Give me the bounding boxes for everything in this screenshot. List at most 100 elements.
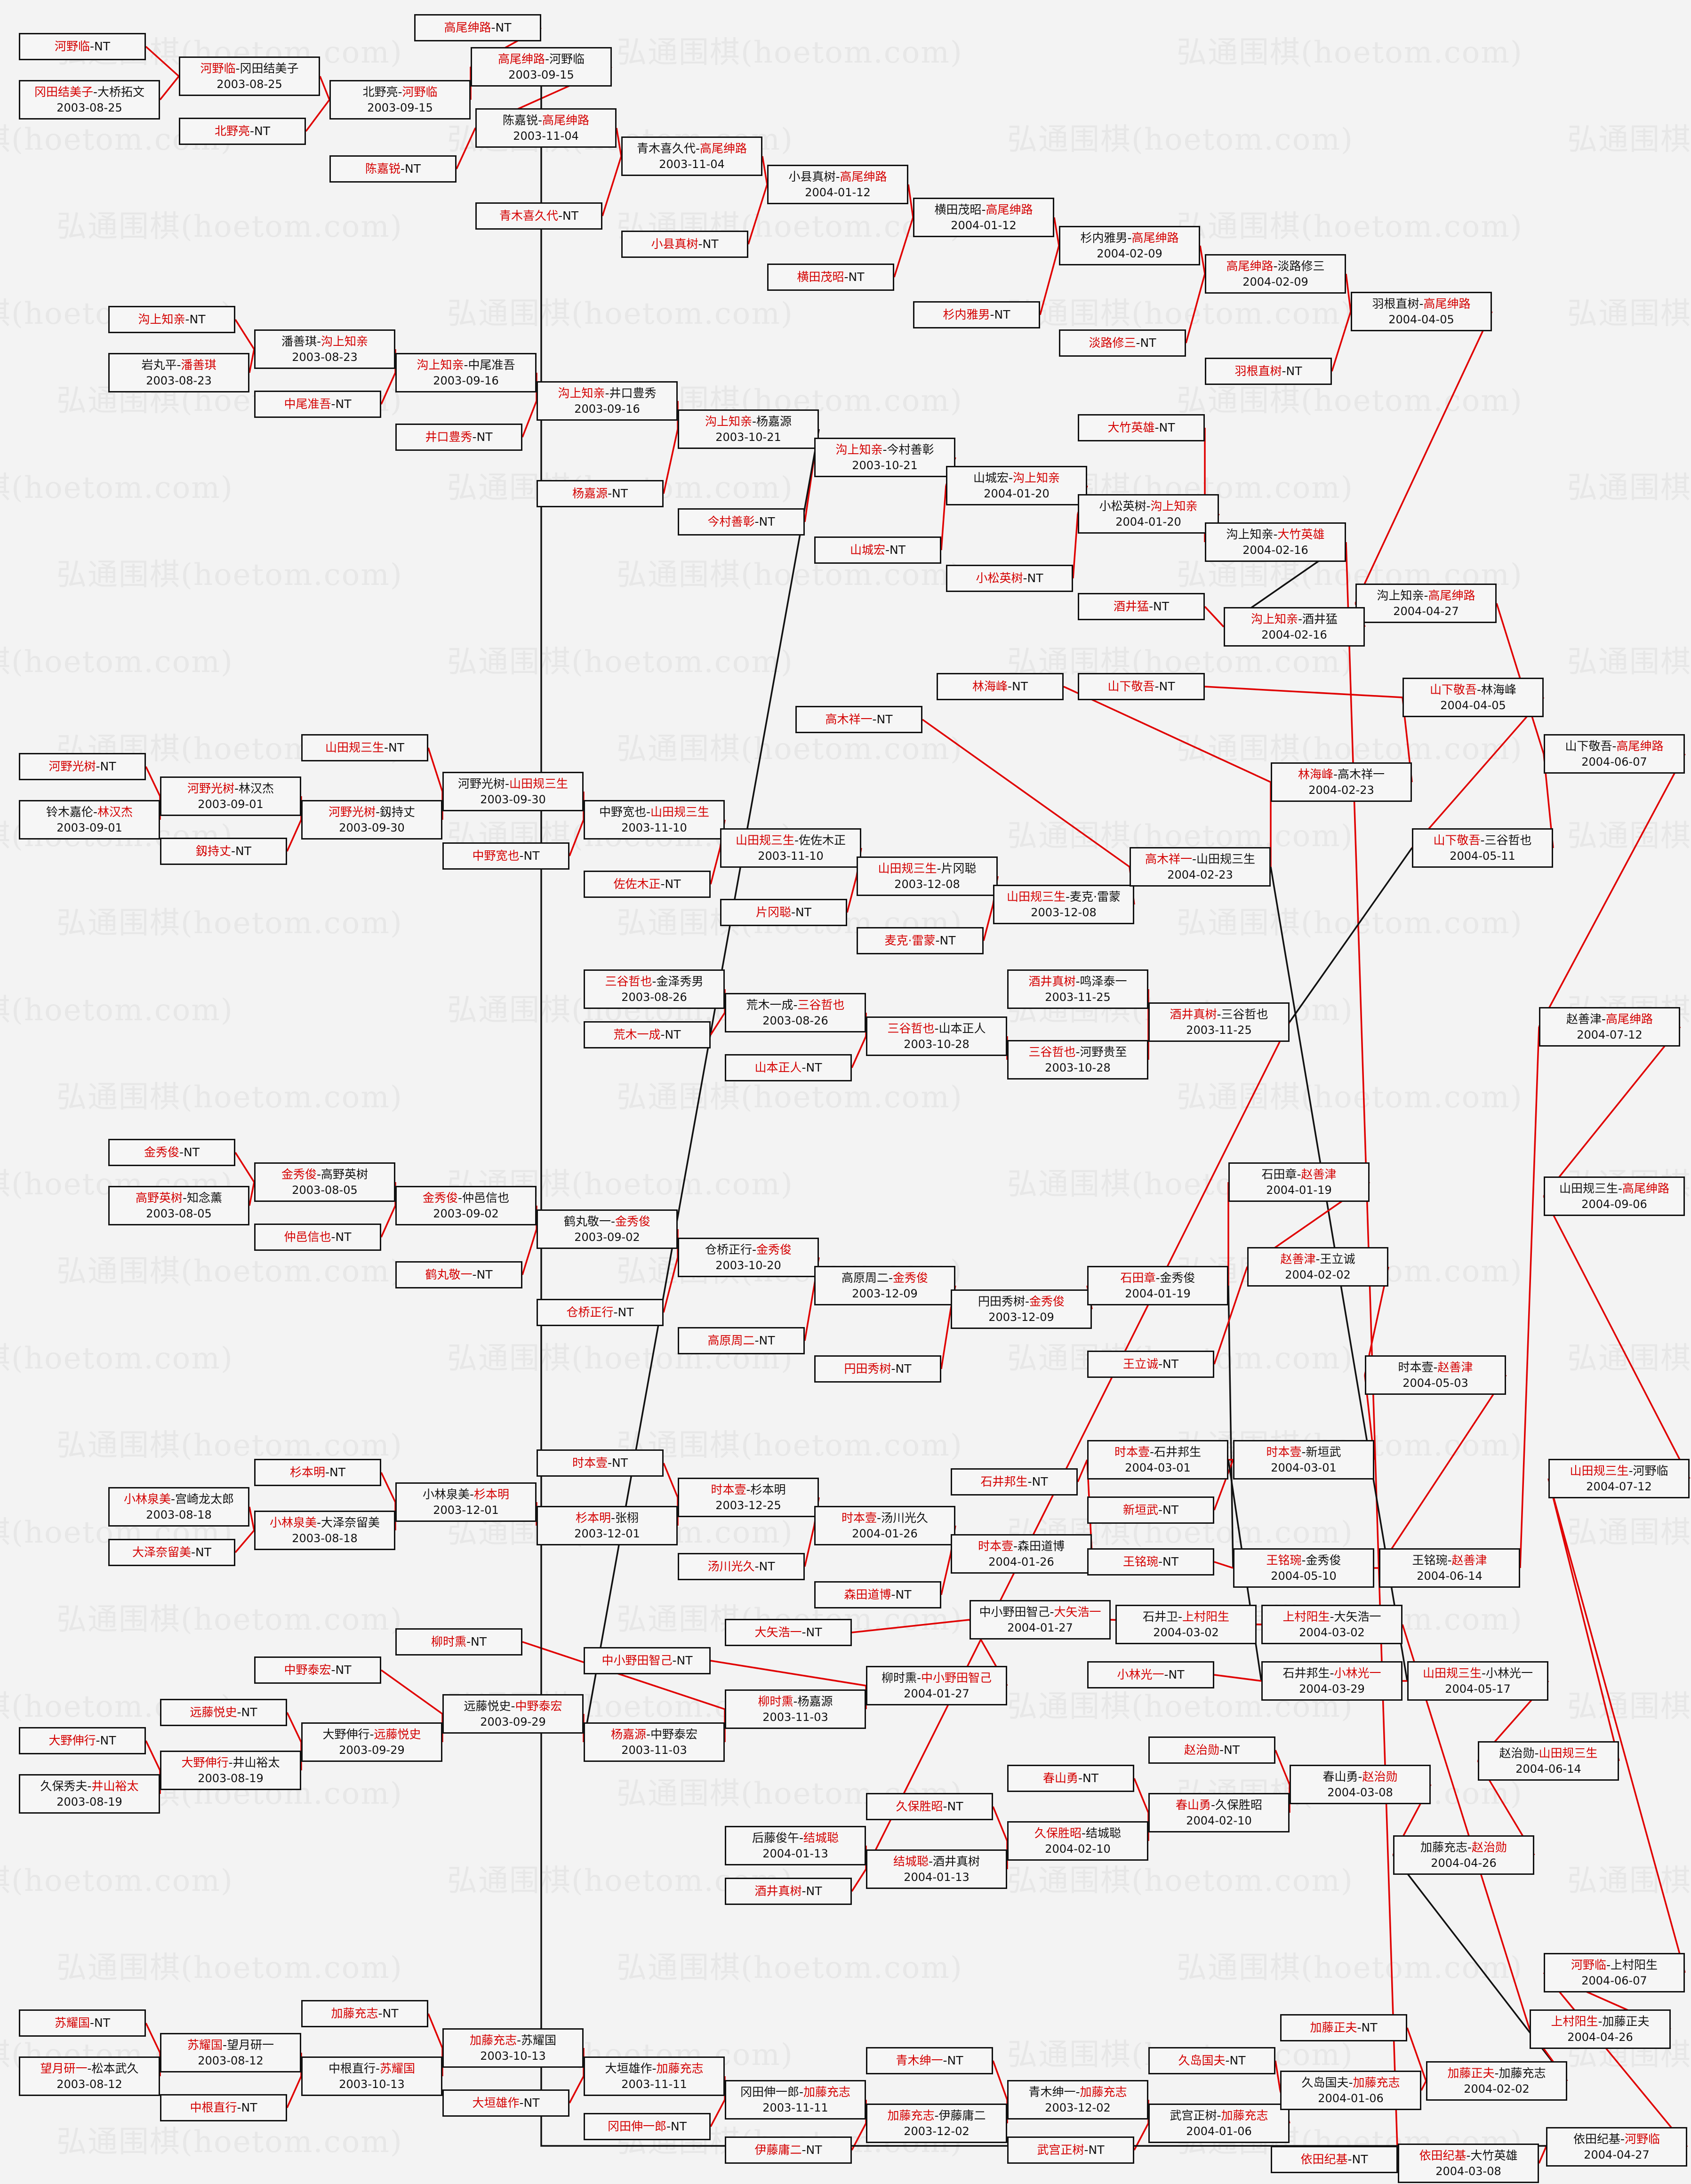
player-box[interactable]: 柳时熏-NT bbox=[395, 1628, 522, 1656]
match-box[interactable]: 中小野田智己-大矢浩一 2004-01-27 bbox=[970, 1600, 1111, 1640]
player-box[interactable]: 片冈聪-NT bbox=[720, 899, 847, 926]
player-box[interactable]: 中小野田智己-NT bbox=[584, 1647, 711, 1674]
match-box[interactable]: 三谷哲也-金泽秀男 2003-08-26 bbox=[584, 969, 725, 1009]
player-box[interactable]: 佐佐木正-NT bbox=[584, 871, 711, 898]
match-box[interactable]: 河野临-冈田结美子 2003-08-25 bbox=[179, 56, 320, 96]
player-box[interactable]: 久岛国夫-NT bbox=[1148, 2047, 1275, 2074]
player-box[interactable]: 王铭琬-NT bbox=[1087, 1548, 1214, 1576]
player-box[interactable]: 杉内雅男-NT bbox=[913, 301, 1040, 328]
match-box[interactable]: 苏耀国-望月研一 2003-08-12 bbox=[160, 2033, 301, 2072]
match-box[interactable]: 久保胜昭-结城聪 2004-02-10 bbox=[1007, 1821, 1148, 1861]
player-box[interactable]: 円田秀树-NT bbox=[814, 1355, 941, 1383]
match-box[interactable]: 时本壹-杉本明 2003-12-25 bbox=[678, 1478, 819, 1517]
player-box[interactable]: 大泽奈留美-NT bbox=[108, 1539, 235, 1566]
player-box[interactable]: 大矢浩一-NT bbox=[725, 1619, 852, 1646]
match-box[interactable]: 时本壹-石井邦生 2004-03-01 bbox=[1087, 1440, 1228, 1480]
match-box[interactable]: 河野临-上村阳生 2004-06-07 bbox=[1544, 1953, 1685, 1992]
player-box[interactable]: 羽根直树-NT bbox=[1205, 358, 1332, 385]
match-box[interactable]: 杉本明-张栩 2003-12-01 bbox=[537, 1506, 678, 1545]
match-box[interactable]: 三谷哲也-河野贵至 2003-10-28 bbox=[1007, 1040, 1148, 1080]
player-box[interactable]: 中根直行-NT bbox=[160, 2094, 287, 2121]
match-box[interactable]: 小林泉美-宫崎龙太郎 2003-08-18 bbox=[108, 1487, 249, 1527]
player-box[interactable]: 林海峰-NT bbox=[937, 673, 1064, 700]
player-box[interactable]: 山本正人-NT bbox=[725, 1054, 852, 1081]
match-box[interactable]: 后藤俊午-结城聪 2004-01-13 bbox=[725, 1826, 866, 1865]
player-box[interactable]: 北野亮-NT bbox=[179, 118, 306, 145]
match-box[interactable]: 依田纪基-大竹英雄 2004-03-08 bbox=[1398, 2144, 1539, 2183]
match-box[interactable]: 山下敬吾-林海峰 2004-04-05 bbox=[1402, 678, 1544, 717]
match-box[interactable]: 林海峰-高木祥一 2004-02-23 bbox=[1271, 762, 1412, 802]
match-box[interactable]: 加藤充志-伊藤庸二 2003-12-02 bbox=[866, 2104, 1007, 2143]
match-box[interactable]: 铃木嘉伦-林汉杰 2003-09-01 bbox=[19, 800, 160, 840]
player-box[interactable]: 青木喜久代-NT bbox=[475, 202, 602, 230]
match-box[interactable]: 大垣雄作-加藤充志 2003-11-11 bbox=[584, 2056, 725, 2096]
player-box[interactable]: 时本壹-NT bbox=[537, 1449, 664, 1477]
player-box[interactable]: 河野临-NT bbox=[19, 33, 146, 60]
player-box[interactable]: 中野泰宏-NT bbox=[254, 1656, 381, 1684]
player-box[interactable]: 中尾准吾-NT bbox=[254, 391, 381, 418]
match-box[interactable]: 大野伸行-井山裕太 2003-08-19 bbox=[160, 1751, 301, 1790]
match-box[interactable]: 沟上知亲-大竹英雄 2004-02-16 bbox=[1205, 522, 1346, 562]
match-box[interactable]: 山田规三生-佐佐木正 2003-11-10 bbox=[720, 828, 861, 868]
match-box[interactable]: 北野亮-河野临 2003-09-15 bbox=[329, 80, 471, 120]
match-box[interactable]: 河野光树-山田规三生 2003-09-30 bbox=[442, 772, 584, 811]
match-box[interactable]: 时本壹-森田道博 2004-01-26 bbox=[951, 1534, 1092, 1574]
match-box[interactable]: 沟上知亲-高尾绅路 2004-04-27 bbox=[1355, 584, 1497, 623]
player-box[interactable]: 井口豊秀-NT bbox=[395, 424, 522, 451]
match-box[interactable]: 青木喜久代-高尾绅路 2003-11-04 bbox=[621, 136, 762, 176]
player-box[interactable]: 大竹英雄-NT bbox=[1078, 414, 1205, 441]
match-box[interactable]: 结城聪-酒井真树 2004-01-13 bbox=[866, 1849, 1007, 1889]
match-box[interactable]: 时本壹-汤川光久 2004-01-26 bbox=[814, 1506, 955, 1545]
player-box[interactable]: 陈嘉锐-NT bbox=[329, 155, 457, 183]
player-box[interactable]: 石井邦生-NT bbox=[951, 1468, 1078, 1496]
match-box[interactable]: 加藤正夫-加藤充志 2004-02-02 bbox=[1426, 2061, 1567, 2101]
player-box[interactable]: 今村善彰-NT bbox=[678, 508, 805, 536]
match-box[interactable]: 石井卫-上村阳生 2004-03-02 bbox=[1115, 1605, 1257, 1644]
match-box[interactable]: 山田规三生-河野临 2004-07-12 bbox=[1548, 1459, 1690, 1498]
match-box[interactable]: 冈田结美子-大桥拓文 2003-08-25 bbox=[19, 80, 160, 120]
match-box[interactable]: 王铭琬-金秀俊 2004-05-10 bbox=[1233, 1548, 1374, 1588]
player-box[interactable]: 加藤正夫-NT bbox=[1280, 2014, 1407, 2041]
match-box[interactable]: 望月研一-松本武久 2003-08-12 bbox=[19, 2056, 160, 2096]
match-box[interactable]: 河野光树-林汉杰 2003-09-01 bbox=[160, 776, 301, 816]
match-box[interactable]: 石田章-赵善津 2004-01-19 bbox=[1228, 1162, 1370, 1202]
match-box[interactable]: 岩丸平-潘善琪 2003-08-23 bbox=[108, 353, 249, 392]
match-box[interactable]: 赵善津-王立诚 2004-02-02 bbox=[1247, 1247, 1388, 1287]
player-box[interactable]: 大野伸行-NT bbox=[19, 1727, 146, 1754]
match-box[interactable]: 高木祥一-山田规三生 2004-02-23 bbox=[1130, 847, 1271, 887]
player-box[interactable]: 酒井真树-NT bbox=[725, 1878, 852, 1905]
match-box[interactable]: 武宫正树-加藤充志 2004-01-06 bbox=[1148, 2104, 1290, 2143]
match-box[interactable]: 山下敬吾-高尾绅路 2004-06-07 bbox=[1544, 734, 1685, 774]
player-box[interactable]: 远藤悦史-NT bbox=[160, 1699, 287, 1726]
player-box[interactable]: 釼持丈-NT bbox=[160, 838, 287, 865]
player-box[interactable]: 沟上知亲-NT bbox=[108, 306, 235, 333]
match-box[interactable]: 羽根直树-高尾绅路 2004-04-05 bbox=[1351, 292, 1492, 331]
player-box[interactable]: 山城宏-NT bbox=[814, 536, 941, 564]
match-box[interactable]: 横田茂昭-高尾绅路 2004-01-12 bbox=[913, 198, 1054, 237]
player-box[interactable]: 横田茂昭-NT bbox=[767, 264, 894, 291]
match-box[interactable]: 鹤丸敬一-金秀俊 2003-09-02 bbox=[537, 1209, 678, 1249]
match-box[interactable]: 潘善琪-沟上知亲 2003-08-23 bbox=[254, 329, 395, 369]
player-box[interactable]: 苏耀国-NT bbox=[19, 2009, 146, 2037]
match-box[interactable]: 金秀俊-高野英树 2003-08-05 bbox=[254, 1162, 395, 1202]
player-box[interactable]: 冈田伸一郎-NT bbox=[584, 2113, 711, 2140]
player-box[interactable]: 中野宽也-NT bbox=[442, 842, 569, 870]
player-box[interactable]: 仓桥正行-NT bbox=[537, 1299, 664, 1326]
match-box[interactable]: 加藤充志-赵治勋 2004-04-26 bbox=[1393, 1835, 1534, 1875]
player-box[interactable]: 久保胜昭-NT bbox=[866, 1793, 993, 1820]
player-box[interactable]: 大垣雄作-NT bbox=[442, 2089, 569, 2117]
match-box[interactable]: 赵善津-高尾绅路 2004-07-12 bbox=[1539, 1007, 1680, 1047]
match-box[interactable]: 加藤充志-苏耀国 2003-10-13 bbox=[442, 2028, 584, 2068]
player-box[interactable]: 武宫正树-NT bbox=[1007, 2136, 1134, 2164]
player-box[interactable]: 依田纪基-NT bbox=[1271, 2146, 1398, 2173]
player-box[interactable]: 麦克·雷蒙-NT bbox=[857, 927, 984, 954]
match-box[interactable]: 时本壹-新垣武 2004-03-01 bbox=[1233, 1440, 1374, 1480]
match-box[interactable]: 山下敬吾-三谷哲也 2004-05-11 bbox=[1412, 828, 1553, 868]
match-box[interactable]: 高原周二-金秀俊 2003-12-09 bbox=[814, 1266, 955, 1305]
match-box[interactable]: 酒井真树-鸣泽泰一 2003-11-25 bbox=[1007, 969, 1148, 1009]
match-box[interactable]: 山田规三生-片冈聪 2003-12-08 bbox=[857, 856, 998, 896]
match-box[interactable]: 久保秀夫-井山裕太 2003-08-19 bbox=[19, 1774, 160, 1814]
player-box[interactable]: 森田道博-NT bbox=[814, 1581, 941, 1608]
match-box[interactable]: 沟上知亲-井口豊秀 2003-09-16 bbox=[537, 381, 678, 421]
player-box[interactable]: 加藤充志-NT bbox=[301, 2000, 428, 2027]
